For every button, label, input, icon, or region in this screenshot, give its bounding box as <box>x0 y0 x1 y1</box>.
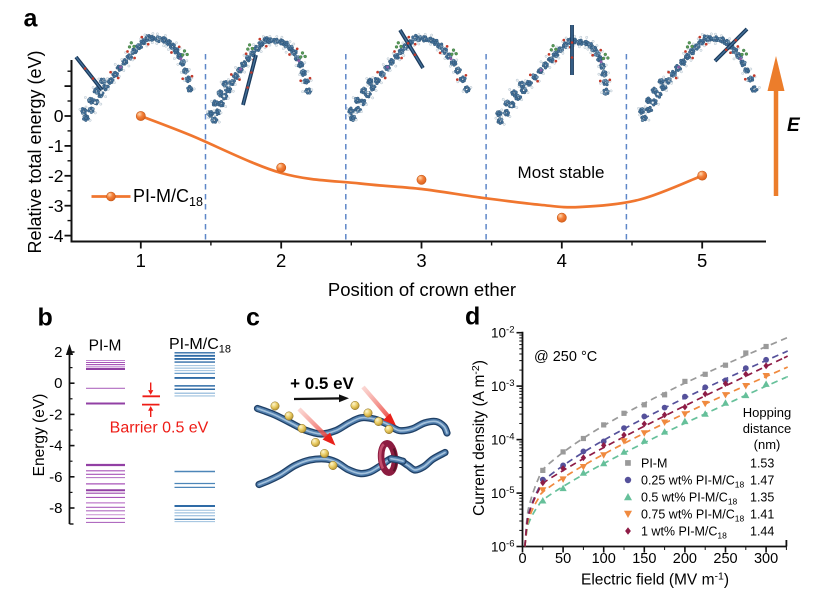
svg-text:-2: -2 <box>49 406 62 423</box>
svg-text:250: 250 <box>713 551 737 567</box>
svg-text:c: c <box>246 304 260 332</box>
svg-text:PI-M: PI-M <box>89 338 122 355</box>
svg-text:-6: -6 <box>49 469 62 486</box>
svg-text:50: 50 <box>555 551 571 567</box>
svg-text:-1: -1 <box>48 136 64 156</box>
svg-text:1.53: 1.53 <box>750 457 774 471</box>
svg-text:3: 3 <box>416 250 426 271</box>
svg-text:1.41: 1.41 <box>750 508 774 522</box>
svg-text:-2: -2 <box>48 166 64 186</box>
svg-text:-3: -3 <box>48 196 64 216</box>
svg-text:0: 0 <box>518 551 526 567</box>
svg-text:Position of crown ether: Position of crown ether <box>328 279 516 300</box>
svg-text:+ 0.5 eV: + 0.5 eV <box>290 374 354 393</box>
svg-text:distance: distance <box>743 421 791 436</box>
svg-text:0.75 wt% PI-M/C18: 0.75 wt% PI-M/C18 <box>641 508 745 524</box>
svg-text:-4: -4 <box>49 438 62 455</box>
svg-text:0: 0 <box>54 375 62 392</box>
svg-text:2: 2 <box>54 344 62 361</box>
svg-text:0.25 wt% PI-M/C18: 0.25 wt% PI-M/C18 <box>641 474 745 490</box>
svg-text:1 wt% PI-M/C18: 1 wt% PI-M/C18 <box>641 525 727 541</box>
svg-text:5: 5 <box>697 250 707 271</box>
svg-text:b: b <box>38 304 53 332</box>
svg-text:0.5 wt% PI-M/C18: 0.5 wt% PI-M/C18 <box>641 491 738 507</box>
svg-text:300: 300 <box>754 551 778 567</box>
svg-text:Most stable: Most stable <box>518 163 605 182</box>
svg-text:(nm): (nm) <box>754 437 781 452</box>
svg-text:PI-M: PI-M <box>641 457 667 471</box>
svg-text:E: E <box>787 115 801 136</box>
svg-text:Barrier 0.5 eV: Barrier 0.5 eV <box>110 420 209 437</box>
svg-text:150: 150 <box>632 551 656 567</box>
svg-text:@ 250 °C: @ 250 °C <box>534 349 597 365</box>
svg-text:PI-M/C18: PI-M/C18 <box>169 336 231 356</box>
svg-text:a: a <box>24 5 39 33</box>
svg-text:2: 2 <box>276 250 286 271</box>
svg-text:-8: -8 <box>49 500 62 517</box>
svg-text:200: 200 <box>673 551 697 567</box>
svg-text:1.47: 1.47 <box>750 474 774 488</box>
svg-text:Energy (eV): Energy (eV) <box>31 394 48 477</box>
svg-text:1.44: 1.44 <box>750 525 774 539</box>
svg-text:1: 1 <box>136 250 146 271</box>
svg-text:0: 0 <box>54 106 64 126</box>
svg-text:4: 4 <box>557 250 567 271</box>
svg-text:Electric field (MV m-1): Electric field (MV m-1) <box>581 571 729 589</box>
svg-text:Hopping: Hopping <box>743 405 791 420</box>
svg-text:PI-M/C18: PI-M/C18 <box>133 186 203 209</box>
svg-text:d: d <box>465 303 480 331</box>
svg-text:100: 100 <box>592 551 616 567</box>
svg-text:1.35: 1.35 <box>750 491 774 505</box>
svg-text:Current density (A m-2): Current density (A m-2) <box>470 360 488 516</box>
svg-text:-4: -4 <box>48 226 64 246</box>
svg-text:Relative total energy (eV): Relative total energy (eV) <box>25 50 45 253</box>
